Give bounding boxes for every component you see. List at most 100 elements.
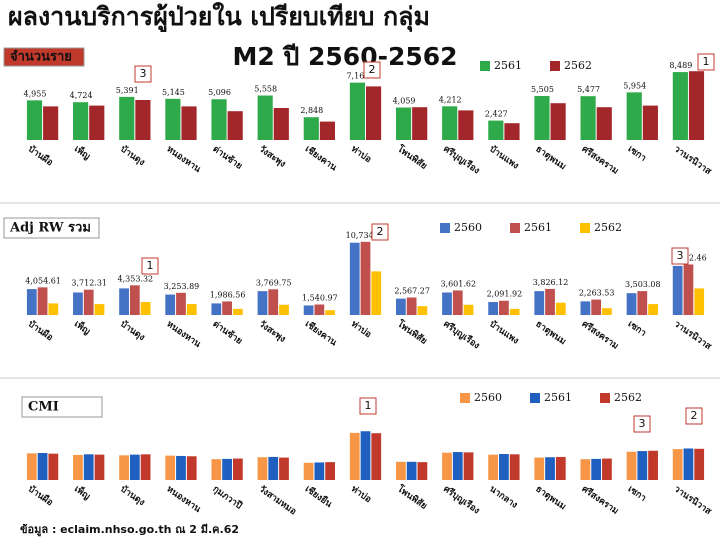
bar: [257, 457, 268, 480]
x-tick-label: เพ็ญ: [72, 482, 93, 502]
data-label: 5,096: [208, 88, 231, 97]
bar: [499, 454, 509, 480]
data-label: 1,540.97: [302, 293, 338, 302]
bar: [279, 304, 289, 315]
data-label: 5,391: [116, 86, 139, 95]
title-line1: ผลงานบริการผู้ป่วยใน เปรียบเทียบ กลุ่ม: [8, 1, 430, 33]
bar: [89, 105, 105, 140]
bar: [602, 308, 612, 315]
x-tick-label: หนองหาน: [164, 144, 202, 175]
bar: [672, 265, 683, 315]
bar: [672, 449, 683, 480]
bar: [545, 288, 555, 315]
x-tick-label: เซกา: [626, 484, 648, 503]
bar: [227, 111, 243, 140]
bar: [222, 458, 232, 480]
bar: [37, 453, 48, 480]
data-label: 5,477: [577, 85, 600, 94]
bar: [509, 308, 520, 315]
bar: [648, 304, 658, 315]
x-tick-label: บ้านดุง: [118, 143, 147, 168]
bar: [349, 432, 360, 480]
bar: [119, 288, 129, 315]
legend-swatch: [460, 393, 470, 403]
data-label: 2,263.53: [579, 289, 615, 298]
bar: [303, 305, 314, 315]
bar: [257, 95, 273, 140]
chart-title-box: [3, 47, 85, 67]
x-tick-label: บ้านแพง: [487, 318, 520, 346]
title-line2: M2 ปี 2560-2562: [232, 42, 457, 71]
legend-label: 2562: [594, 221, 622, 234]
bar: [37, 287, 48, 315]
badge: 3: [639, 417, 646, 430]
x-tick-label: ท่าบ่อ: [349, 143, 373, 165]
bar: [165, 294, 176, 315]
bar: [73, 292, 83, 315]
legend-swatch: [480, 61, 490, 71]
x-tick-label: ศรีสงคราม: [580, 143, 621, 176]
bar: [534, 95, 550, 140]
x-tick-label: วานรนิวาส: [672, 143, 714, 177]
bar: [602, 458, 612, 480]
bar: [119, 96, 135, 140]
x-tick-label: กุมภวาปี: [211, 483, 245, 511]
bar: [279, 457, 289, 480]
bar: [442, 106, 458, 140]
bar: [222, 301, 232, 315]
badge-box: [697, 53, 715, 71]
bar: [314, 304, 325, 315]
legend-label: 2562: [564, 59, 592, 72]
data-label: 2,091.92: [487, 290, 523, 299]
badge: 2: [691, 409, 698, 422]
x-tick-label: บ้านดุง: [118, 483, 147, 508]
bar: [395, 298, 406, 315]
x-tick-label: ศรีบุญเรือง: [441, 318, 482, 352]
x-tick-label: บ้านดุง: [118, 318, 147, 343]
data-label: 4,724: [70, 91, 93, 100]
data-label: 4,955: [24, 89, 47, 98]
legend-swatch: [510, 223, 520, 233]
bar: [580, 459, 591, 480]
bar: [694, 288, 705, 315]
x-tick-label: เชียงยืน: [303, 483, 335, 511]
data-label: 7,168: [346, 72, 369, 81]
x-tick-label: เชียงคาน: [303, 318, 340, 348]
bar: [181, 106, 197, 140]
x-tick-label: ด่านซ้าย: [211, 318, 245, 346]
bar: [417, 462, 428, 480]
bar: [211, 303, 222, 315]
bar: [555, 302, 566, 315]
data-label: 2,848: [300, 106, 323, 115]
bar: [211, 459, 222, 480]
chart-title-box: [21, 396, 103, 418]
badge: 3: [677, 249, 684, 262]
bar: [452, 452, 463, 480]
badge: 3: [140, 67, 147, 80]
legend-label: 2560: [454, 221, 482, 234]
data-label: 3,712.31: [71, 279, 107, 288]
bar: [349, 82, 365, 140]
bar: [303, 117, 319, 140]
x-tick-label: โพนพิสัย: [394, 317, 429, 347]
bar: [26, 289, 37, 315]
bar: [688, 71, 705, 140]
bar: [176, 292, 186, 315]
bar: [442, 292, 452, 315]
bar: [683, 448, 694, 480]
x-tick-label: ศรีสงคราม: [580, 318, 621, 351]
bar: [232, 458, 243, 480]
data-label: 5,505: [531, 85, 554, 94]
data-label: 5,145: [162, 88, 185, 97]
legend-swatch: [600, 393, 610, 403]
bar: [94, 454, 105, 480]
bar: [458, 110, 474, 140]
data-label: 4,353.32: [118, 274, 154, 283]
bar: [371, 271, 382, 315]
bar: [672, 72, 688, 140]
bar: [550, 103, 566, 140]
legend-label: 2561: [524, 221, 552, 234]
badge-box: [141, 257, 159, 275]
data-label: 3,503.08: [625, 280, 661, 289]
badge: 2: [377, 225, 384, 238]
